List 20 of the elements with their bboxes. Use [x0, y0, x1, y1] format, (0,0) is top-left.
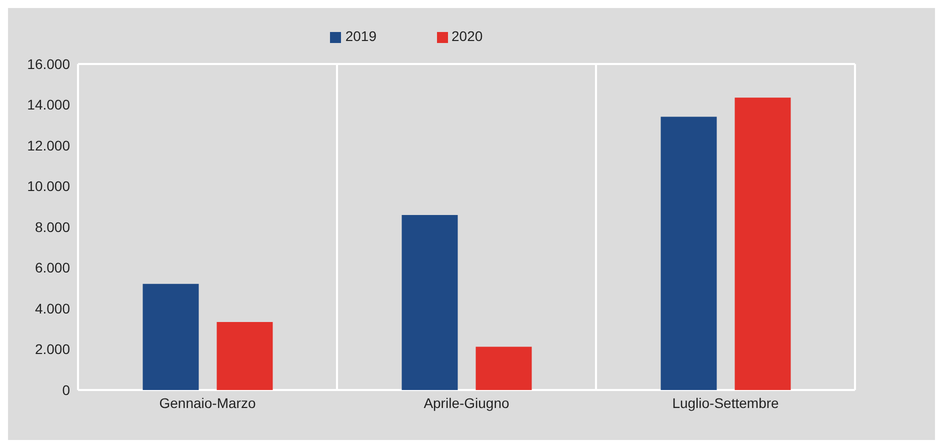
- bar: [734, 98, 791, 390]
- y-tick-label: 16.000: [27, 56, 70, 72]
- y-tick-label: 4.000: [34, 300, 70, 316]
- y-tick-label: 2.000: [34, 341, 70, 358]
- y-tick-label: 8.000: [34, 218, 70, 235]
- x-tick-label: Luglio-Settembre: [672, 394, 780, 411]
- y-tick-label: 14.000: [27, 96, 70, 113]
- bar: [216, 322, 273, 390]
- legend-label: 2019: [345, 28, 376, 44]
- y-tick-label: 12.000: [27, 137, 70, 154]
- x-tick-label: Aprile-Giugno: [424, 394, 510, 411]
- bar: [660, 116, 717, 390]
- bar: [476, 346, 532, 390]
- x-tick-label: Gennaio-Marzo: [159, 394, 256, 411]
- bar: [142, 284, 199, 390]
- bar: [402, 214, 458, 390]
- y-tick-label: 10.000: [27, 178, 70, 194]
- y-tick-label: 0: [62, 382, 70, 398]
- legend-label: 2020: [452, 28, 483, 44]
- y-tick-label: 6.000: [34, 260, 70, 276]
